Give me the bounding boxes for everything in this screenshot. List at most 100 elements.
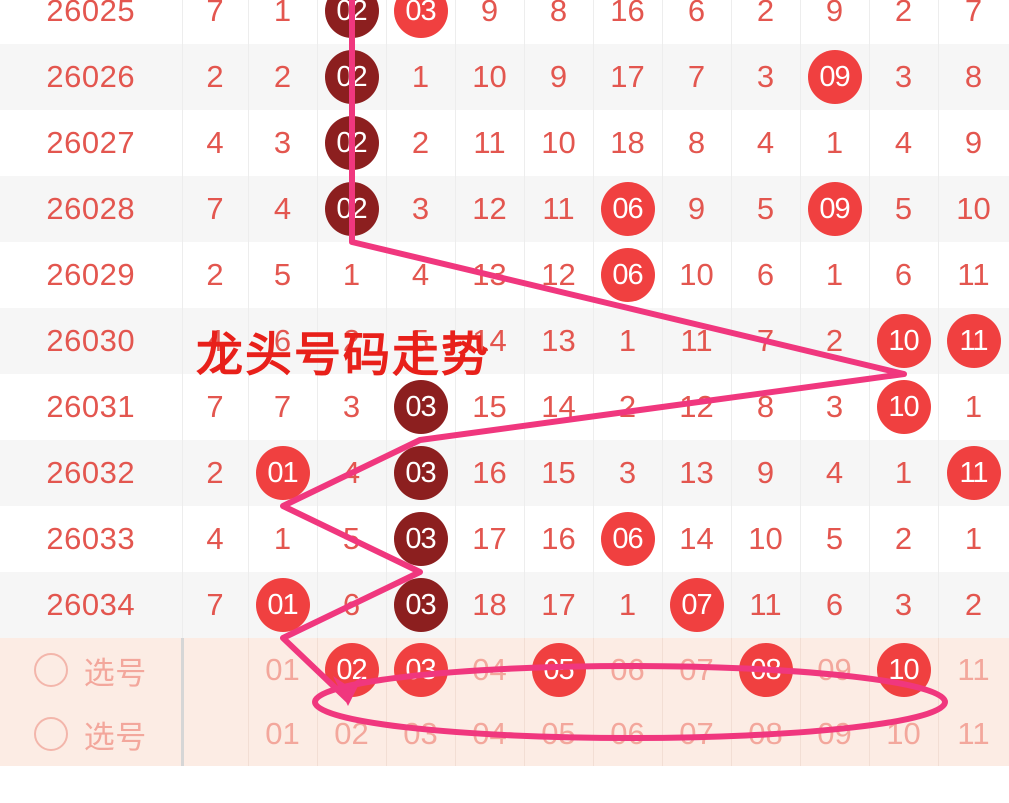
number-cell[interactable]: 17: [593, 44, 663, 110]
number-cell[interactable]: 3: [731, 44, 801, 110]
number-cell[interactable]: 1: [593, 308, 663, 374]
number-cell[interactable]: 1: [938, 506, 1009, 572]
radio-unchecked-icon[interactable]: [33, 717, 68, 751]
number-cell[interactable]: 17: [455, 506, 525, 572]
number-cell[interactable]: 13: [524, 308, 594, 374]
number-ball[interactable]: 02: [324, 0, 379, 38]
number-cell[interactable]: 11: [524, 176, 594, 242]
number-cell[interactable]: 10: [938, 176, 1009, 242]
pick-number-cell[interactable]: 08: [731, 702, 801, 766]
number-ball[interactable]: 10: [876, 314, 931, 368]
number-ball[interactable]: 01: [255, 446, 310, 500]
number-ball[interactable]: 07: [669, 578, 724, 632]
number-cell[interactable]: 13: [662, 440, 732, 506]
number-cell[interactable]: 10: [524, 110, 594, 176]
number-ball[interactable]: 03: [393, 0, 448, 38]
number-cell[interactable]: 03: [386, 0, 456, 44]
number-cell[interactable]: 18: [593, 110, 663, 176]
radio-unchecked-icon[interactable]: [33, 653, 68, 687]
pick-number-cell[interactable]: 10: [869, 638, 939, 702]
number-cell[interactable]: 2: [869, 506, 939, 572]
number-cell[interactable]: 4: [386, 242, 456, 308]
pick-number-cell[interactable]: 06: [593, 638, 663, 702]
number-cell[interactable]: 1: [800, 110, 870, 176]
number-cell[interactable]: 18: [455, 572, 525, 638]
number-ball[interactable]: 03: [393, 380, 448, 434]
pick-number-cell[interactable]: 03: [386, 702, 456, 766]
number-cell[interactable]: 11: [731, 572, 801, 638]
pick-number-cell[interactable]: 08: [731, 638, 801, 702]
number-cell[interactable]: 17: [524, 572, 594, 638]
number-cell[interactable]: 10: [731, 506, 801, 572]
number-ball[interactable]: 10: [876, 380, 931, 434]
number-cell[interactable]: 9: [662, 176, 732, 242]
pick-number-cell[interactable]: 01: [248, 702, 318, 766]
pick-number-cell[interactable]: 04: [455, 638, 525, 702]
number-cell[interactable]: 2: [386, 110, 456, 176]
pick-number-cell[interactable]: 10: [869, 702, 939, 766]
pick-number-cell[interactable]: 05: [524, 702, 594, 766]
number-cell[interactable]: 4: [869, 110, 939, 176]
number-cell[interactable]: 2: [248, 44, 318, 110]
number-cell[interactable]: 11: [938, 440, 1009, 506]
number-ball[interactable]: 06: [600, 248, 655, 302]
number-cell[interactable]: 6: [731, 242, 801, 308]
number-cell[interactable]: 6: [800, 572, 870, 638]
number-cell[interactable]: 1: [593, 572, 663, 638]
number-cell[interactable]: 2: [731, 0, 801, 44]
number-cell[interactable]: 4: [731, 110, 801, 176]
number-cell[interactable]: 1: [938, 374, 1009, 440]
pick-number-cell[interactable]: 11: [938, 702, 1009, 766]
number-cell[interactable]: 06: [593, 242, 663, 308]
number-cell[interactable]: 1: [248, 506, 318, 572]
number-cell[interactable]: 03: [386, 572, 456, 638]
number-cell[interactable]: 8: [662, 110, 732, 176]
number-cell[interactable]: 16: [593, 0, 663, 44]
number-cell[interactable]: 5: [248, 242, 318, 308]
number-cell[interactable]: 12: [662, 374, 732, 440]
number-cell[interactable]: 8: [938, 44, 1009, 110]
number-cell[interactable]: 07: [662, 572, 732, 638]
pick-number-ball[interactable]: 05: [531, 643, 586, 697]
number-cell[interactable]: 1: [869, 440, 939, 506]
number-cell[interactable]: 01: [248, 572, 318, 638]
pick-number-cell[interactable]: 01: [248, 638, 318, 702]
pick-number-cell[interactable]: 03: [386, 638, 456, 702]
pick-number-cell[interactable]: 07: [662, 702, 732, 766]
number-cell[interactable]: 4: [248, 176, 318, 242]
number-cell[interactable]: 3: [869, 44, 939, 110]
number-cell[interactable]: 9: [524, 44, 594, 110]
number-cell[interactable]: 02: [317, 0, 387, 44]
number-cell[interactable]: 7: [938, 0, 1009, 44]
number-cell[interactable]: 11: [662, 308, 732, 374]
pick-number-ball[interactable]: 08: [738, 643, 793, 697]
number-cell[interactable]: 2: [593, 374, 663, 440]
number-cell[interactable]: 02: [317, 110, 387, 176]
number-cell[interactable]: 12: [524, 242, 594, 308]
number-ball[interactable]: 02: [324, 182, 379, 236]
number-cell[interactable]: 09: [800, 44, 870, 110]
number-cell[interactable]: 1: [800, 242, 870, 308]
pick-number-cell[interactable]: 05: [524, 638, 594, 702]
number-cell[interactable]: 15: [524, 440, 594, 506]
number-cell[interactable]: 02: [317, 176, 387, 242]
number-ball[interactable]: 09: [807, 182, 862, 236]
number-cell[interactable]: 09: [800, 176, 870, 242]
number-cell[interactable]: 7: [662, 44, 732, 110]
number-cell[interactable]: 10: [455, 44, 525, 110]
pick-label-cell[interactable]: 选号: [0, 638, 184, 702]
number-cell[interactable]: 14: [662, 506, 732, 572]
number-ball[interactable]: 03: [393, 578, 448, 632]
number-cell[interactable]: 10: [869, 374, 939, 440]
number-cell[interactable]: 9: [731, 440, 801, 506]
number-cell[interactable]: 11: [938, 242, 1009, 308]
pick-number-ball[interactable]: 10: [876, 643, 931, 697]
number-cell[interactable]: 16: [524, 506, 594, 572]
pick-number-cell[interactable]: 07: [662, 638, 732, 702]
number-cell[interactable]: 06: [593, 176, 663, 242]
number-cell[interactable]: 10: [662, 242, 732, 308]
number-ball[interactable]: 02: [324, 50, 379, 104]
pick-number-cell[interactable]: 02: [317, 702, 387, 766]
pick-number-ball[interactable]: 02: [324, 643, 379, 697]
number-cell[interactable]: 11: [938, 308, 1009, 374]
